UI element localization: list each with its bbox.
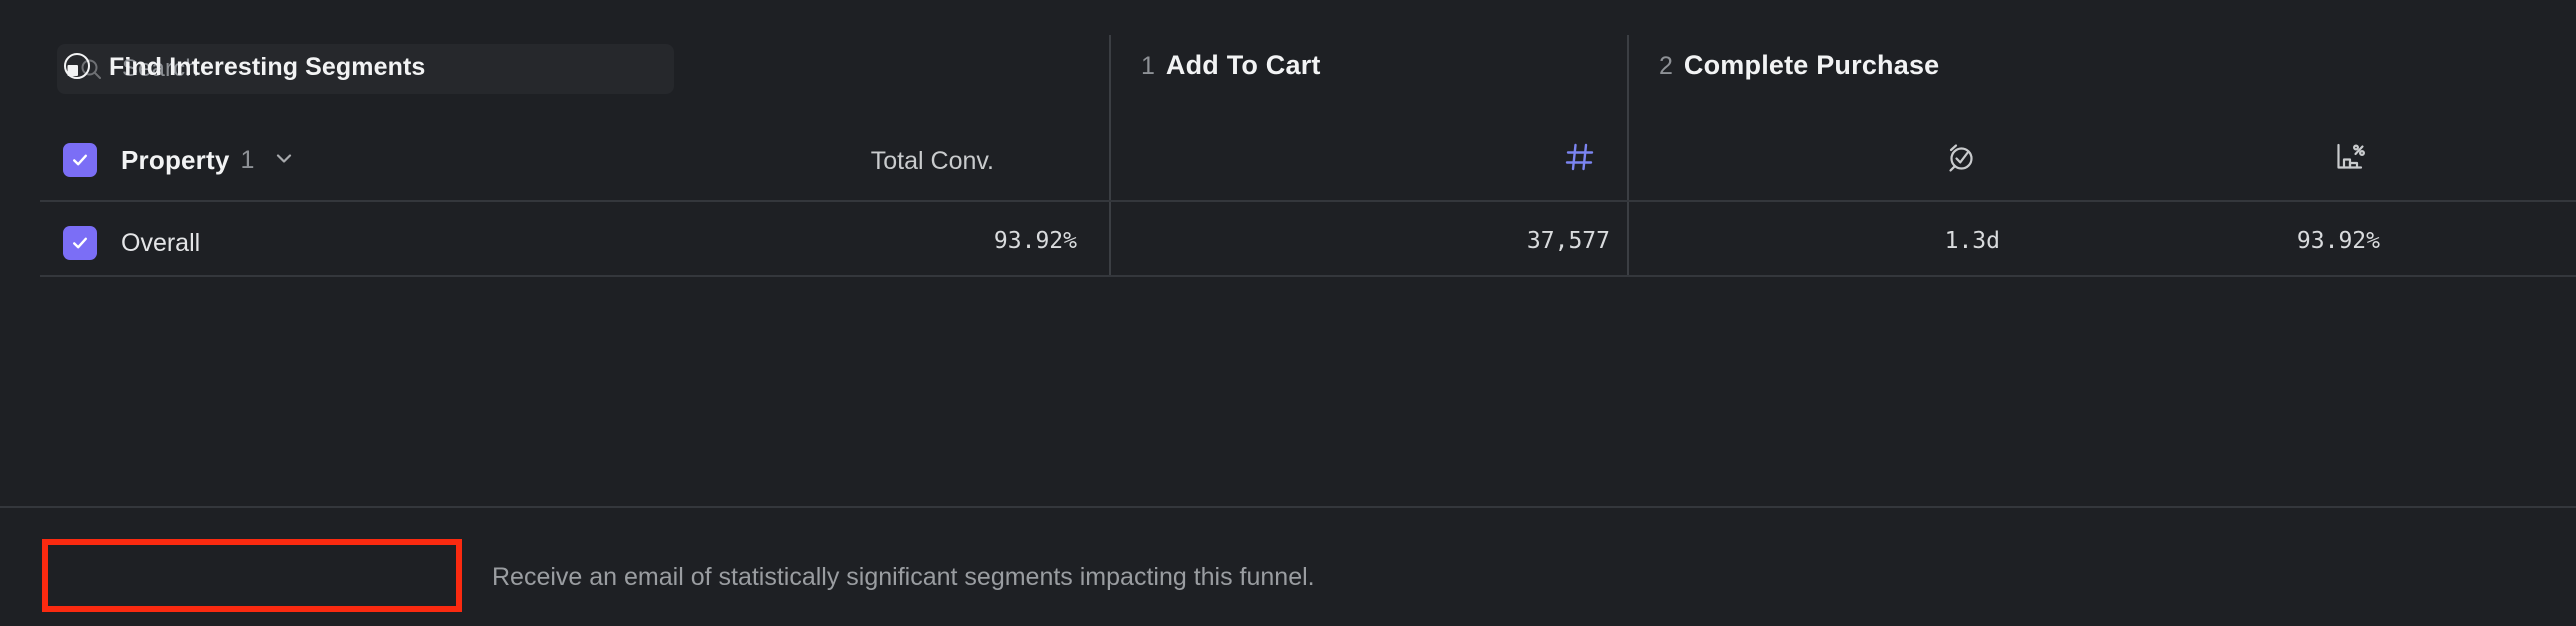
step-label: Complete Purchase [1683, 50, 1940, 80]
row-name: Overall [121, 228, 201, 257]
cell-step1-count: 37,577 [1526, 228, 1610, 254]
table-row[interactable]: Overall [63, 226, 200, 260]
chevron-down-icon[interactable] [273, 147, 295, 174]
search-input[interactable] [120, 54, 674, 84]
search-icon [79, 57, 103, 81]
find-interesting-segments-button[interactable]: Find Interesting Segments [62, 51, 425, 84]
header-divider [40, 200, 2576, 202]
cell-step2-rate: 93.92% [2296, 228, 2380, 254]
funnel-table: 1 Add To Cart 2 Complete Purchase Proper… [40, 35, 2576, 277]
property-header[interactable]: Property 1 [63, 143, 295, 177]
row-divider [40, 275, 2576, 277]
footer-bar [0, 506, 2576, 626]
bar-chart-percent-icon[interactable] [2333, 140, 2367, 179]
funnel-step-2-header[interactable]: 2 Complete Purchase [1659, 50, 1939, 81]
segments-circle-icon [62, 51, 92, 84]
property-select-all-checkbox[interactable] [63, 143, 97, 177]
funnel-step-1-header[interactable]: 1 Add To Cart [1141, 50, 1321, 81]
property-count: 1 [240, 145, 255, 174]
step-label: Add To Cart [1165, 50, 1321, 80]
cell-step2-time: 1.3d [1944, 228, 2000, 254]
clock-check-icon[interactable] [1944, 140, 1978, 179]
property-label: Property [121, 144, 230, 175]
find-interesting-segments-label: Find Interesting Segments [109, 53, 426, 81]
column-divider-1 [1109, 35, 1111, 275]
find-segments-description: Receive an email of statistically signif… [492, 563, 1315, 591]
highlight-annotation [42, 539, 462, 612]
step-number: 1 [1141, 52, 1155, 80]
search-box[interactable] [57, 44, 674, 94]
cell-total-conv: 93.92% [993, 228, 1077, 254]
step-number: 2 [1659, 52, 1673, 80]
total-conv-header-label: Total Conv. [870, 147, 994, 175]
row-checkbox[interactable] [63, 226, 97, 260]
hash-icon[interactable] [1563, 140, 1597, 179]
column-divider-2 [1627, 35, 1629, 275]
